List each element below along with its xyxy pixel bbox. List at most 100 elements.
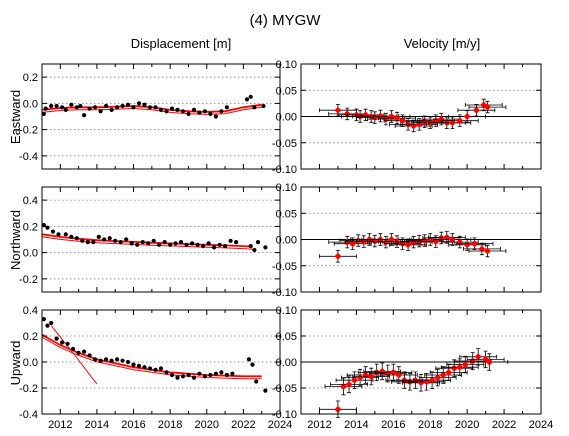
disp-east-frame [41, 63, 281, 170]
column-title-displacement: Displacement [m] [131, 36, 231, 51]
disp-east-data-point [164, 109, 169, 114]
vel-east-data-point [456, 117, 464, 125]
disp-up-data-point [76, 350, 81, 355]
disp-east-data-point [98, 109, 103, 114]
disp-up-data-point [263, 388, 268, 393]
vel-east-data-point [393, 114, 401, 122]
disp-east-data-point [43, 106, 48, 111]
vel-up-data-point [423, 378, 431, 386]
disp-north-data-point [234, 240, 239, 245]
disp-north-data-point [151, 238, 156, 243]
disp-up-data-point [175, 375, 180, 380]
disp-north-data-point [223, 244, 228, 249]
disp-up-xtick-label: 2024 [268, 419, 292, 431]
vel-up-data-point [389, 368, 397, 376]
disp-north-data-point [85, 240, 90, 245]
vel-up-data-point [367, 373, 375, 381]
disp-north-data-point [162, 240, 167, 245]
disp-up-frame [41, 309, 281, 415]
vel-up-data-point [485, 358, 493, 366]
disp-east-data-point [180, 109, 186, 114]
vel-up-data-point [434, 374, 442, 382]
vel-north-data-point [471, 240, 479, 248]
disp-up-xtick-label: 2016 [121, 419, 145, 431]
disp-east-data-point [82, 113, 87, 118]
disp-up-data-point [224, 372, 229, 378]
vel-north-ytick-label: 0.10 [276, 182, 297, 194]
disp-up-data-point [164, 370, 169, 375]
vel-north-ytick-label: -0.05 [272, 261, 297, 273]
vel-up-data-point [450, 364, 458, 372]
disp-up-data-point [87, 353, 92, 358]
disp-east-data-point [191, 107, 197, 112]
disp-east-data-point [197, 110, 202, 115]
disp-east-data-point [120, 103, 125, 109]
vel-up-data-point [456, 363, 464, 371]
disp-up-data-point [213, 371, 218, 376]
disp-east-data-point [142, 102, 147, 107]
vel-up-data-point [469, 357, 477, 365]
disp-up-xtick-label: 2022 [231, 419, 255, 431]
disp-north-data-point [140, 240, 145, 245]
vel-up-xtick-label: 2024 [529, 419, 553, 431]
disp-north-data-point [255, 240, 261, 245]
column-title-velocity: Velocity [m/y] [404, 36, 481, 51]
disp-up-data-point [202, 374, 207, 379]
disp-east-ytick-label: 0.2 [23, 72, 38, 84]
vel-north-data-point [354, 237, 362, 245]
disp-north-ytick-label: 0.2 [23, 221, 38, 233]
vel-up-xtick-label: 2014 [344, 419, 368, 431]
disp-up-data-point [191, 375, 197, 380]
vel-east-ytick-label: 0.00 [276, 112, 297, 124]
disp-north-data-point [102, 237, 107, 242]
disp-north-ytick-label: 0.0 [23, 248, 38, 260]
vel-north-data-point [371, 237, 379, 245]
disp-north-data-point [124, 237, 129, 242]
disp-east-data-point [219, 109, 224, 114]
disp-east-data-point [224, 105, 229, 110]
disp-east-data-point [87, 106, 92, 111]
disp-up-data-point [82, 349, 87, 354]
vel-up-data-point [417, 379, 425, 387]
disp-east-data-point [136, 101, 142, 106]
vel-up-ytick-label: 0.00 [276, 357, 297, 369]
vel-up-ytick-label: -0.10 [272, 409, 297, 421]
disp-east-data-point [60, 105, 65, 110]
vel-north-ytick-label: 0.05 [276, 208, 297, 220]
vel-up-xtick-label: 2016 [381, 419, 405, 431]
disp-north-data-point [206, 241, 211, 246]
vel-east-data-point [472, 106, 480, 114]
disp-north-data-point [96, 234, 101, 239]
vel-north-panel: 0.10 0.05 0.00 -0.05 -0.10 [272, 182, 542, 299]
vel-up-data-point [334, 405, 342, 413]
disp-up-data-point [186, 372, 191, 378]
disp-north-ytick-label: 0.4 [23, 195, 38, 207]
vel-up-data-point [439, 371, 447, 379]
disp-east-ytick-label: -0.2 [19, 125, 38, 137]
page-title: (4) MYGW [250, 12, 322, 29]
disp-up-model-line-alt [41, 336, 262, 380]
vel-up-xtick-label: 2018 [418, 419, 442, 431]
disp-up-data-point [136, 363, 142, 368]
disp-up-data-point [41, 317, 46, 322]
vel-east-data-point [483, 103, 491, 111]
disp-east-data-point [78, 103, 83, 109]
vel-east-ytick-label: 0.05 [276, 85, 297, 97]
disp-up-data-point [197, 371, 202, 376]
disp-up-data-point [230, 371, 235, 376]
vel-up-data-point [345, 380, 353, 388]
disp-up-data-point [60, 340, 65, 345]
disp-up-ytick-label: -0.2 [19, 383, 38, 395]
disp-north-data-point [168, 242, 173, 247]
disp-up-ytick-label: 0.0 [23, 357, 38, 369]
vel-up-data-point [428, 376, 436, 384]
disp-north-data-point [248, 244, 253, 249]
disp-up-data-point [93, 357, 98, 362]
vel-up-ytick-label: 0.05 [276, 331, 297, 343]
disp-east-ytick-label: -0.4 [19, 151, 38, 163]
disp-north-data-point [184, 242, 189, 247]
vel-north-data-point [448, 236, 456, 243]
disp-east-data-point [49, 103, 54, 109]
disp-up-data-point [49, 320, 54, 326]
